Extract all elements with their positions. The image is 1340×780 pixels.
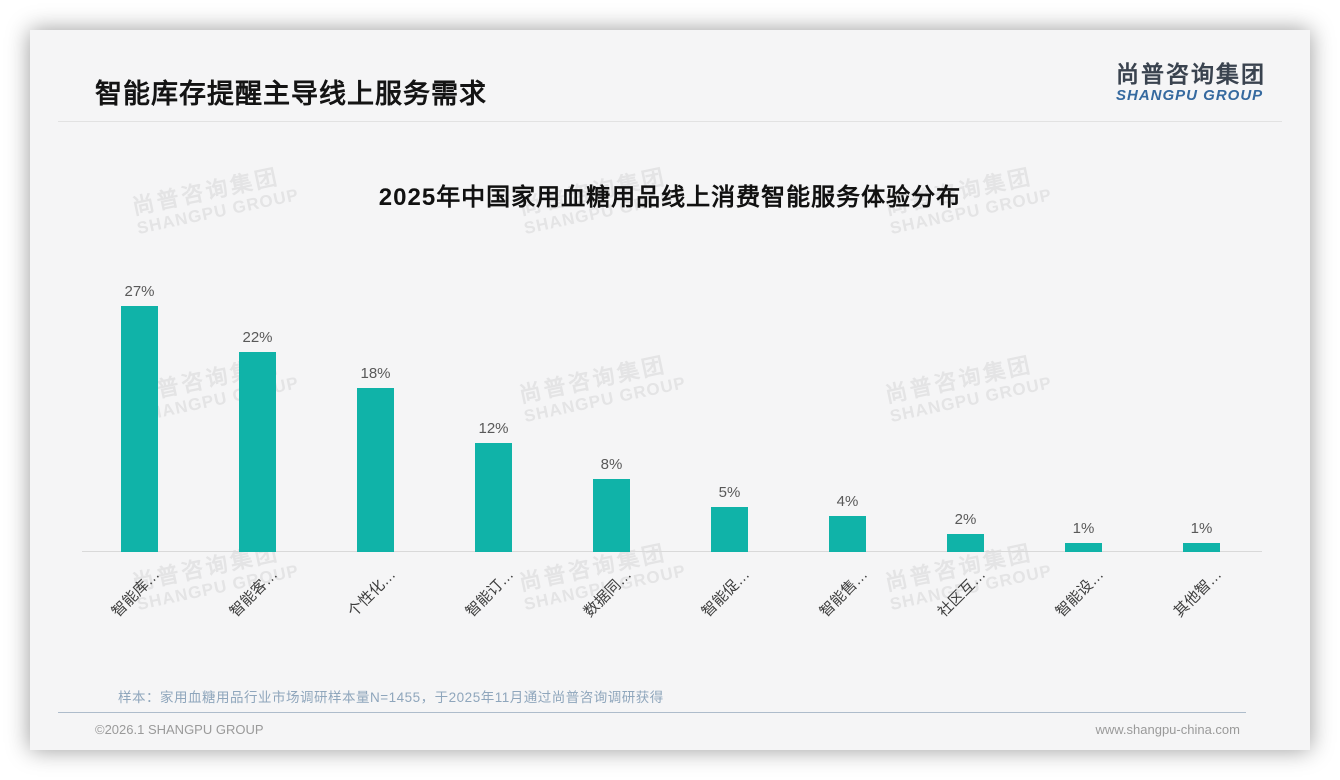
bar [711,506,748,552]
bar [1183,542,1220,552]
x-axis-label: 智能客… [227,566,282,621]
bar-value-label: 18% [360,365,391,383]
company-logo: 尚普咨询集团 SHANGPU GROUP [1116,61,1266,105]
slide-card: 尚普咨询集团 SHANGPU GROUP 尚普咨询集团 SHANGPU GROUP 尚普… [30,30,1310,750]
header-divider [58,121,1282,122]
x-axis-label: 数据同… [581,566,636,621]
bar-value-label: 22% [242,328,273,346]
bar-value-label: 27% [124,283,155,301]
x-axis-label: 个性化… [345,566,400,621]
bar-value-label: 1% [1072,519,1095,537]
bar [829,515,866,552]
logo-en-text: SHANGPU GROUP [1116,87,1264,105]
bar [239,351,276,552]
bar-value-label: 2% [954,510,977,528]
x-axis-label: 智能订… [463,566,518,621]
bar-value-label: 12% [478,419,509,437]
x-axis-line [82,551,1262,552]
x-axis-label: 智能库… [109,566,164,621]
x-axis-label: 其他智… [1171,566,1226,621]
x-axis-label: 智能售… [817,566,872,621]
bar-value-label: 5% [718,483,741,501]
x-axis-label: 社区互… [935,566,990,621]
footer-divider [58,712,1246,713]
bar-value-label: 1% [1190,519,1213,537]
bar-value-label: 4% [836,492,859,510]
bar-value-label: 8% [600,456,623,474]
x-axis-label: 智能设… [1053,566,1108,621]
logo-cn-text: 尚普咨询集团 [1116,61,1266,87]
chart-title: 2025年中国家用血糖用品线上消费智能服务体验分布 [378,184,962,211]
bar [1065,542,1102,552]
plot-area: 27% 22% 18% 12% 8% 5% 4% 2% 1% 1% [82,280,1262,552]
bar [947,533,984,552]
bar [121,306,158,552]
sample-note: 样本：家用血糖用品行业市场调研样本量N=1455，于2025年11月通过尚普咨询… [118,690,664,705]
x-axis-label: 智能促… [699,566,754,621]
page-title: 智能库存提醒主导线上服务需求 [95,79,487,109]
copyright-text: ©2026.1 SHANGPU GROUP [95,722,264,737]
bar [593,479,630,552]
bar [357,388,394,552]
website-url: www.shangpu-china.com [1095,722,1240,737]
bar [475,442,512,552]
